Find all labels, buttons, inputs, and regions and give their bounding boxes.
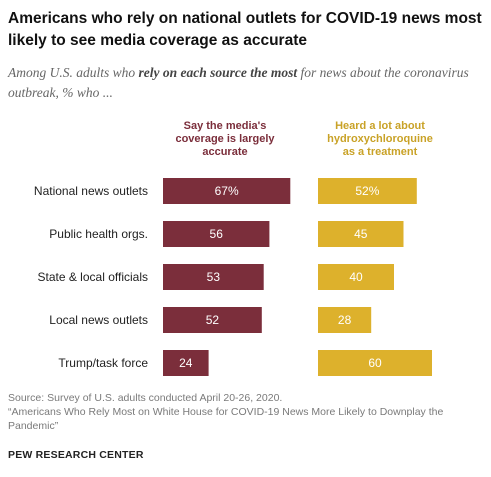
bar-s1-row3: [163, 264, 264, 290]
data-label-s2-row4: 28: [338, 313, 352, 327]
series-header-1-line-1: Say the media's: [184, 120, 267, 132]
series-header-2-line-3: as a treatment: [343, 146, 418, 158]
category-label: Local news outlets: [49, 313, 148, 327]
chart-title: Americans who rely on national outlets f…: [8, 10, 482, 49]
bar-s1-row1: [163, 178, 291, 204]
series-header-2-line-1: Heard a lot about: [335, 120, 425, 132]
bar-s2-row1: [318, 178, 417, 204]
series-header-2-line-2: hydroxychloroquine: [327, 133, 433, 145]
data-label-s1-row3: 53: [207, 270, 221, 284]
bar-s2-row5: [318, 350, 432, 376]
series-header-1-line-2: coverage is largely: [175, 133, 275, 145]
category-label: State & local officials: [37, 270, 148, 284]
subtitle-text-end: for news about the coronavirus outbreak,…: [8, 65, 469, 100]
series-header-1-line-3: accurate: [202, 146, 247, 158]
data-label-s1-row4: 52: [206, 313, 220, 327]
bar-s1-row2: [163, 221, 270, 247]
chart-notes: Source: Survey of U.S. adults conducted …: [8, 391, 486, 433]
data-label-s2-row5: 60: [368, 356, 382, 370]
category-label: National news outlets: [34, 184, 148, 198]
bar-s2-row3: [318, 264, 394, 290]
category-label: Public health orgs.: [49, 227, 148, 241]
brand-wordmark: PEW RESEARCH CENTER: [8, 449, 144, 461]
data-label-s2-row2: 45: [354, 227, 368, 241]
subtitle-emphasis: rely on each source the most: [138, 65, 298, 80]
bar-s2-row2: [318, 221, 404, 247]
data-label-s2-row1: 52%: [355, 184, 379, 198]
data-label-s1-row5: 24: [179, 356, 193, 370]
category-label: Trump/task force: [58, 356, 148, 370]
report-title-note: “Americans Who Rely Most on White House …: [8, 406, 444, 432]
bar-s1-row4: [163, 307, 262, 333]
data-label-s1-row2: 56: [210, 227, 224, 241]
subtitle-text-start: Among U.S. adults who: [8, 65, 139, 80]
source-note: Source: Survey of U.S. adults conducted …: [8, 392, 283, 404]
bar-s1-row5: [163, 350, 209, 376]
data-label-s1-row1: 67%: [215, 184, 239, 198]
data-label-s2-row3: 40: [349, 270, 363, 284]
bar-s2-row4: [318, 307, 372, 333]
chart-subtitle: Among U.S. adults who rely on each sourc…: [8, 63, 486, 103]
